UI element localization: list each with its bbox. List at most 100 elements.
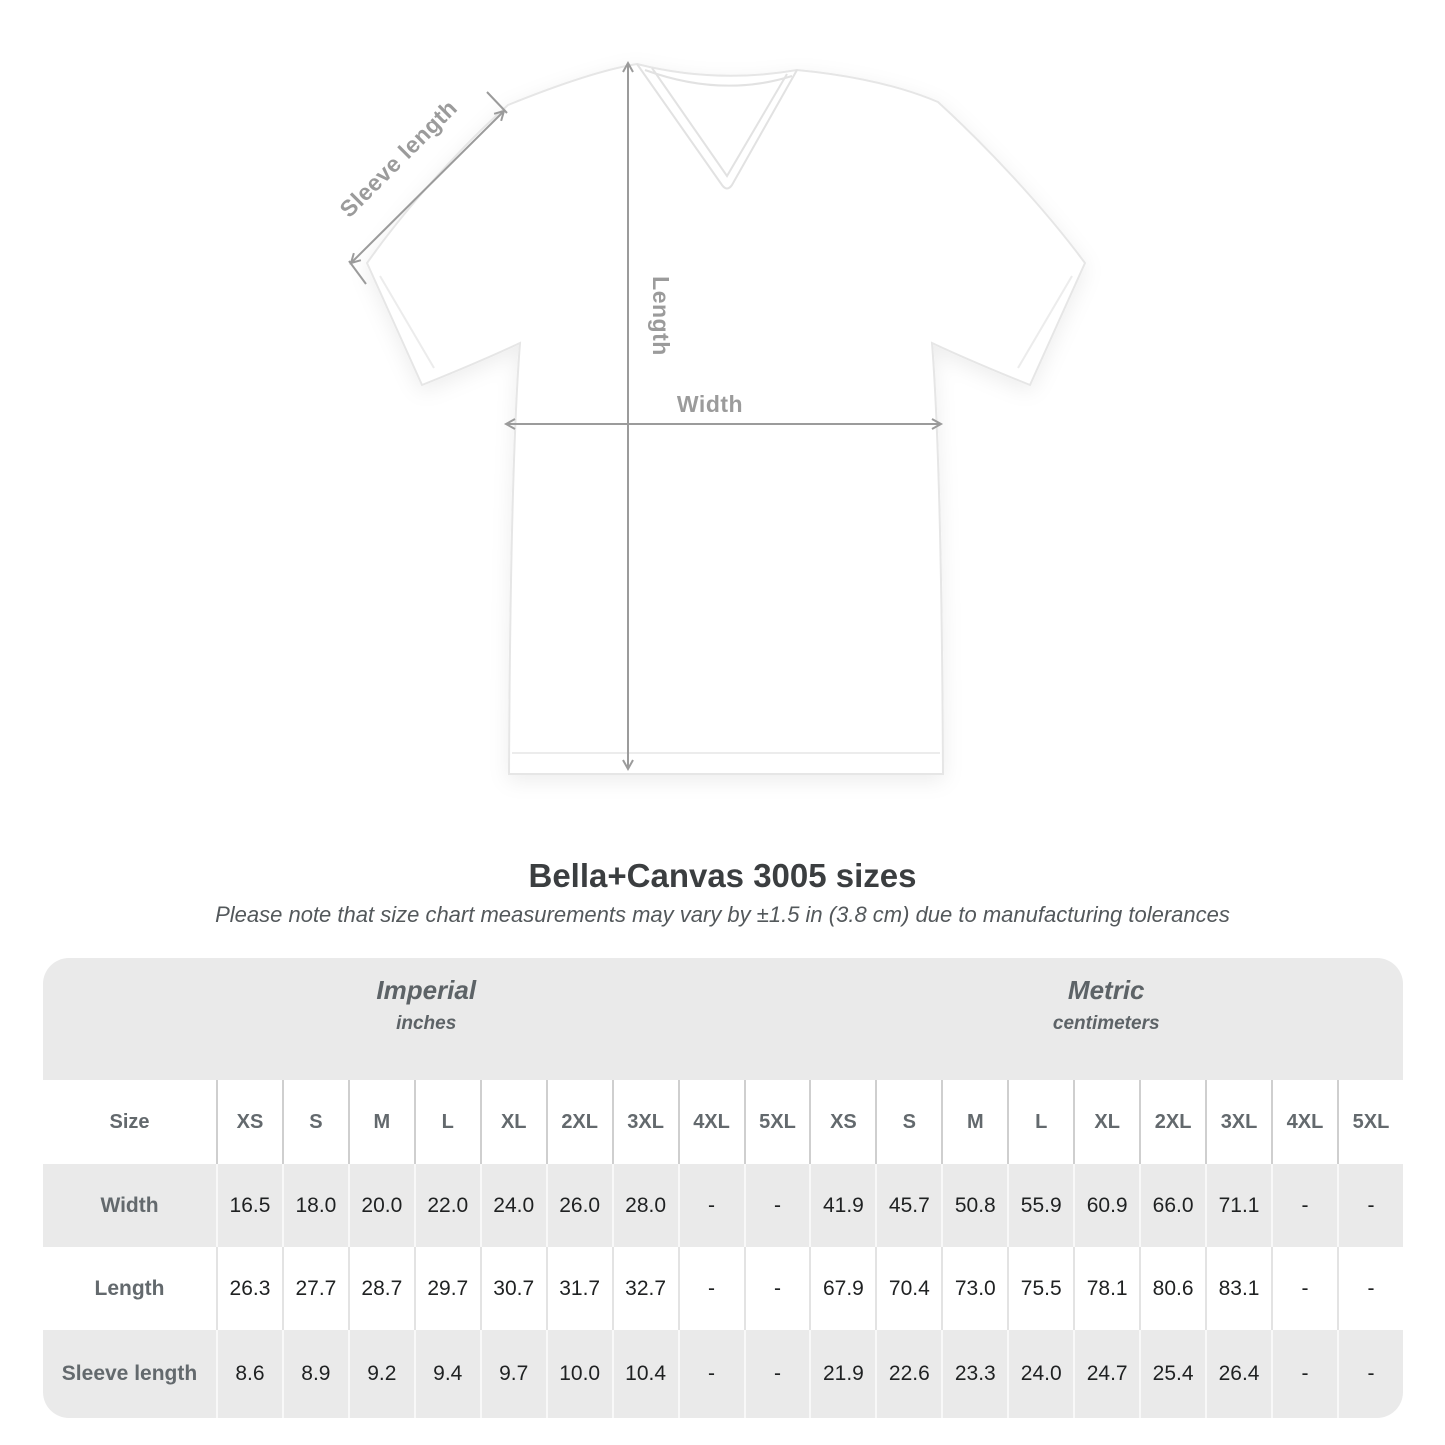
metric-width-5xl: - xyxy=(1336,1164,1403,1247)
imperial-length-l: 29.7 xyxy=(413,1247,480,1330)
imperial-length-2xl: 31.7 xyxy=(545,1247,612,1330)
tshirt-graphic xyxy=(365,62,1087,775)
metric-sleeve-length-s: 22.6 xyxy=(875,1330,942,1418)
imperial-header: Imperial inches xyxy=(43,958,810,1080)
metric-width-m: 50.8 xyxy=(941,1164,1008,1247)
metric-width-s: 45.7 xyxy=(875,1164,942,1247)
size-column-label: Size xyxy=(43,1080,216,1164)
imperial-length-4xl: - xyxy=(677,1247,744,1330)
imperial-width-xs: 16.5 xyxy=(216,1164,282,1247)
metric-length-s: 70.4 xyxy=(875,1247,942,1330)
metric-width-2xl: 66.0 xyxy=(1139,1164,1206,1247)
metric-length-xl: 78.1 xyxy=(1073,1247,1140,1330)
width-label: Width xyxy=(677,391,743,417)
metric-sleeve-length-3xl: 26.4 xyxy=(1205,1330,1271,1418)
metric-sleeve-length-4xl: - xyxy=(1271,1330,1337,1418)
metric-length-3xl: 83.1 xyxy=(1205,1247,1271,1330)
metric-title: Metric xyxy=(1067,975,1145,1005)
size-header-metric-s: S xyxy=(875,1080,942,1164)
metric-sleeve-length-xl: 24.7 xyxy=(1073,1330,1140,1418)
metric-length-xs: 67.9 xyxy=(809,1247,876,1330)
metric-width-4xl: - xyxy=(1271,1164,1337,1247)
imperial-length-3xl: 32.7 xyxy=(611,1247,678,1330)
metric-sleeve-length-xs: 21.9 xyxy=(809,1330,876,1418)
imperial-width-2xl: 26.0 xyxy=(545,1164,612,1247)
imperial-unit: inches xyxy=(396,1013,457,1034)
size-table: Imperial inches Metric centimeters Size … xyxy=(43,958,1403,1418)
metric-unit: centimeters xyxy=(1052,1013,1160,1034)
tolerance-note: Please note that size chart measurements… xyxy=(215,902,1230,927)
metric-length-5xl: - xyxy=(1336,1247,1403,1330)
size-table-container: Imperial inches Metric centimeters Size … xyxy=(43,958,1403,1418)
size-header-row: Size XS S M L XL 2XL 3XL 4XL 5XL XS S M L XL 2XL 3XL 4XL… xyxy=(43,1080,1403,1164)
vneck-collar xyxy=(636,63,798,190)
imperial-width-3xl: 28.0 xyxy=(611,1164,678,1247)
metric-sleeve-length-2xl: 25.4 xyxy=(1139,1330,1206,1418)
imperial-width-5xl: - xyxy=(743,1164,810,1247)
size-header-metric-4xl: 4XL xyxy=(1271,1080,1337,1164)
measurement-row-width: Width 16.5 18.0 20.0 22.0 24.0 26.0 28.0- -41.9 4… xyxy=(43,1164,1403,1247)
metric-sleeve-length-l: 24.0 xyxy=(1007,1330,1074,1418)
shirt-seams xyxy=(379,275,1073,754)
imperial-width-4xl: - xyxy=(677,1164,744,1247)
imperial-length-xs: 26.3 xyxy=(216,1247,282,1330)
size-header-metric-5xl: 5XL xyxy=(1336,1080,1403,1164)
metric-header: Metric centimeters xyxy=(809,958,1403,1080)
imperial-sleeve-length-xl: 9.7 xyxy=(479,1330,546,1418)
size-header-metric-xs: XS xyxy=(809,1080,876,1164)
imperial-width-s: 18.0 xyxy=(281,1164,348,1247)
metric-width-3xl: 71.1 xyxy=(1205,1164,1271,1247)
imperial-sleeve-length-xs: 8.6 xyxy=(216,1330,282,1418)
imperial-title: Imperial xyxy=(376,975,477,1005)
size-header-metric-3xl: 3XL xyxy=(1205,1080,1271,1164)
tshirt-measurement-diagram: Sleeve length Length Width xyxy=(334,60,1087,775)
measurement-row-sleeve-length: Sleeve length 8.6 8.9 9.2 9.4 9.7 10.0 10.4- -21… xyxy=(43,1330,1403,1418)
metric-length-4xl: - xyxy=(1271,1247,1337,1330)
metric-length-m: 73.0 xyxy=(941,1247,1008,1330)
metric-width-l: 55.9 xyxy=(1007,1164,1074,1247)
imperial-sleeve-length-5xl: - xyxy=(743,1330,810,1418)
metric-length-2xl: 80.6 xyxy=(1139,1247,1206,1330)
imperial-sleeve-length-2xl: 10.0 xyxy=(545,1330,612,1418)
size-header-metric-l: L xyxy=(1007,1080,1074,1164)
size-header-imperial-xl: XL xyxy=(479,1080,546,1164)
size-header-imperial-l: L xyxy=(413,1080,480,1164)
size-header-imperial-s: S xyxy=(281,1080,348,1164)
imperial-sleeve-length-4xl: - xyxy=(677,1330,744,1418)
size-header-imperial-5xl: 5XL xyxy=(743,1080,810,1164)
size-header-metric-m: M xyxy=(941,1080,1008,1164)
metric-width-xs: 41.9 xyxy=(809,1164,876,1247)
row-label-sleeve-length: Sleeve length xyxy=(43,1330,216,1418)
imperial-length-5xl: - xyxy=(743,1247,810,1330)
imperial-sleeve-length-s: 8.9 xyxy=(281,1330,348,1418)
imperial-sleeve-length-3xl: 10.4 xyxy=(611,1330,678,1418)
length-arrow: Length xyxy=(622,60,674,772)
unit-group-row: Imperial inches Metric centimeters xyxy=(43,958,1403,1080)
imperial-width-l: 22.0 xyxy=(413,1164,480,1247)
size-header-imperial-3xl: 3XL xyxy=(611,1080,678,1164)
imperial-width-m: 20.0 xyxy=(347,1164,414,1247)
metric-sleeve-length-m: 23.3 xyxy=(941,1330,1008,1418)
metric-length-l: 75.5 xyxy=(1007,1247,1074,1330)
page-title: Bella+Canvas 3005 sizes xyxy=(528,857,917,894)
metric-sleeve-length-5xl: - xyxy=(1336,1330,1403,1418)
imperial-sleeve-length-m: 9.2 xyxy=(347,1330,414,1418)
size-header-imperial-m: M xyxy=(347,1080,414,1164)
imperial-length-xl: 30.7 xyxy=(479,1247,546,1330)
imperial-length-s: 27.7 xyxy=(281,1247,348,1330)
width-arrow: Width xyxy=(503,391,944,430)
imperial-width-xl: 24.0 xyxy=(479,1164,546,1247)
size-header-imperial-2xl: 2XL xyxy=(545,1080,612,1164)
row-label-width: Width xyxy=(43,1164,216,1247)
size-header-imperial-xs: XS xyxy=(216,1080,282,1164)
size-header-metric-2xl: 2XL xyxy=(1139,1080,1206,1164)
metric-width-xl: 60.9 xyxy=(1073,1164,1140,1247)
size-header-imperial-4xl: 4XL xyxy=(677,1080,744,1164)
row-label-length: Length xyxy=(43,1247,216,1330)
size-header-metric-xl: XL xyxy=(1073,1080,1140,1164)
length-label: Length xyxy=(648,276,674,356)
imperial-length-m: 28.7 xyxy=(347,1247,414,1330)
imperial-sleeve-length-l: 9.4 xyxy=(413,1330,480,1418)
measurement-row-length: Length 26.3 27.7 28.7 29.7 30.7 31.7 32.7- -67.9… xyxy=(43,1247,1403,1330)
